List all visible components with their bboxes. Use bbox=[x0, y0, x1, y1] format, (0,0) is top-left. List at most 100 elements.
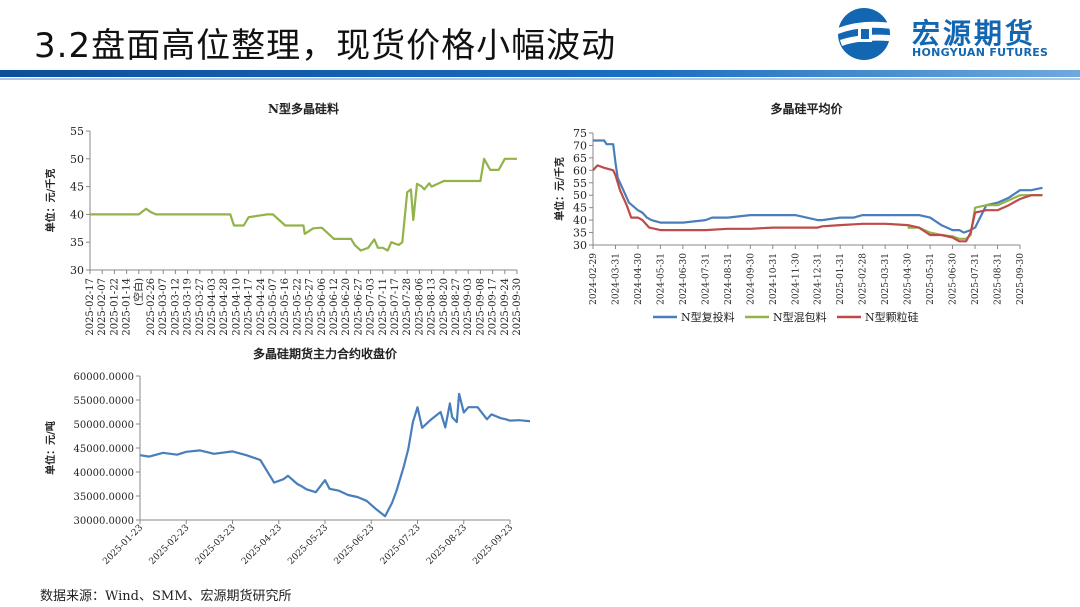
x-tick-label: 2025-03-12 bbox=[170, 278, 181, 336]
series-line-3 bbox=[592, 164, 1043, 243]
x-tick-label: 2025-08-23 bbox=[425, 523, 469, 567]
y-tick-label: 45 bbox=[70, 181, 84, 194]
x-tick-label: 2025-09-30 bbox=[1016, 253, 1026, 305]
x-tick-label: 2025-02-26 bbox=[146, 278, 157, 336]
x-tick-label: 2025-08-06 bbox=[414, 278, 425, 336]
y-tick-label: 30000.0000 bbox=[74, 516, 134, 527]
y-tick-label: 35000.0000 bbox=[74, 492, 134, 503]
y-tick-label: 35 bbox=[573, 227, 587, 240]
x-tick-label: 2025-04-28 bbox=[219, 278, 230, 336]
x-tick-label: 2025-04-23 bbox=[240, 523, 284, 567]
x-tick-label: 2025-02-23 bbox=[148, 523, 192, 567]
y-tick-label: 30 bbox=[573, 239, 587, 252]
x-tick-label: 2025-06-12 bbox=[329, 278, 340, 336]
x-tick-label: 2025-03-07 bbox=[158, 278, 169, 336]
x-tick-label: 2025-05-31 bbox=[926, 253, 936, 305]
x-tick-label: 2025-06-30 bbox=[949, 253, 959, 305]
data-source-note: 数据来源：Wind、SMM、宏源期货研究所 bbox=[40, 589, 292, 604]
y-tick-label: 40 bbox=[573, 214, 587, 227]
y-tick-label: 40000.0000 bbox=[74, 468, 134, 479]
page-title: 3.2盘面高位整理，现货价格小幅波动 bbox=[34, 26, 617, 66]
x-tick-label: 2025-09-24 bbox=[500, 278, 511, 336]
x-tick-label: 2024-08-31 bbox=[724, 253, 734, 305]
x-tick-label: 2025-08-31 bbox=[994, 253, 1004, 305]
y-tick-label: 50 bbox=[70, 153, 84, 166]
y-tick-label: 55 bbox=[70, 125, 84, 138]
x-tick-label: 2025-01-31 bbox=[836, 253, 846, 305]
x-tick-label: 2025-06-23 bbox=[333, 523, 377, 567]
x-tick-label: 2025-05-16 bbox=[280, 278, 291, 336]
x-tick-label: 2024-11-30 bbox=[791, 253, 801, 305]
x-tick-label: 2025-07-23 bbox=[379, 523, 423, 567]
x-tick-label: 2025-01-14 bbox=[122, 278, 133, 336]
x-tick-label: 2025-04-17 bbox=[244, 278, 255, 336]
y-tick-label: 30 bbox=[70, 264, 84, 277]
x-tick-label: 2025-09-17 bbox=[488, 278, 499, 336]
x-tick-label: 2024-02-29 bbox=[589, 253, 599, 305]
company-logo: 宏源期货 HONGYUAN FUTURES bbox=[828, 6, 1068, 62]
chart-title: N型多晶硅料 bbox=[268, 101, 339, 116]
x-tick-label: 2025-04-24 bbox=[256, 278, 267, 336]
legend-label: N型颗粒硅 bbox=[865, 310, 919, 324]
y-tick-label: 55 bbox=[573, 177, 587, 190]
x-tick-label: 2025-05-22 bbox=[292, 278, 303, 336]
x-tick-label: 2025-04-03 bbox=[207, 278, 218, 336]
x-tick-label: 2025-09-23 bbox=[471, 523, 515, 567]
x-tick-label: 2025-08-13 bbox=[427, 278, 438, 336]
legend-label: N型混包料 bbox=[773, 310, 827, 324]
logo-text-cn: 宏源期货 bbox=[912, 17, 1037, 50]
x-tick-label: 2025-03-27 bbox=[195, 278, 206, 336]
x-tick-label: 2025-05-07 bbox=[268, 278, 279, 336]
x-tick-label: 2025-08-20 bbox=[439, 278, 450, 336]
x-tick-label: 2025-09-08 bbox=[475, 278, 486, 336]
x-tick-label: 2025-04-10 bbox=[231, 278, 242, 336]
x-tick-label: 2025-02-17 bbox=[85, 278, 96, 336]
x-tick-label: 2025-07-28 bbox=[402, 278, 413, 336]
chart-title: 多晶硅期货主力合约收盘价 bbox=[253, 346, 398, 361]
series-line-2 bbox=[907, 194, 1043, 240]
y-axis-label: 单位：元/吨 bbox=[44, 421, 57, 475]
series-line-1 bbox=[90, 157, 517, 252]
x-tick-label: 2025-05-27 bbox=[305, 278, 316, 336]
x-tick-label: 2025-09-30 bbox=[512, 278, 523, 336]
x-tick-label: 2025-03-31 bbox=[881, 253, 891, 305]
y-axis-label: 单位：元/千克 bbox=[44, 169, 57, 233]
y-tick-label: 55000.0000 bbox=[74, 396, 134, 407]
x-tick-label: 2024-10-31 bbox=[769, 253, 779, 305]
x-tick-label: 2025-06-20 bbox=[341, 278, 352, 336]
y-tick-label: 50 bbox=[573, 189, 587, 202]
logo-text-en: HONGYUAN FUTURES bbox=[912, 46, 1049, 59]
x-tick-label: 2024-09-30 bbox=[746, 253, 756, 305]
x-tick-label: 2025-07-03 bbox=[366, 278, 377, 336]
y-tick-label: 45 bbox=[573, 202, 587, 215]
x-tick-label: 2024-06-30 bbox=[679, 253, 689, 305]
y-axis-label: 单位：元/千克 bbox=[553, 157, 566, 221]
legend-label: N型复投料 bbox=[681, 310, 735, 324]
y-tick-label: 45000.0000 bbox=[74, 444, 134, 455]
x-tick-label: 2024-07-31 bbox=[701, 253, 711, 305]
chart-legend: N型复投料 N型混包料 N型颗粒硅 bbox=[653, 310, 919, 324]
y-tick-label: 65 bbox=[573, 152, 587, 165]
y-tick-label: 75 bbox=[573, 127, 587, 140]
x-tick-label: (空白) bbox=[132, 278, 145, 306]
y-tick-label: 70 bbox=[573, 139, 587, 152]
x-tick-label: 2025-03-23 bbox=[194, 523, 238, 567]
x-tick-label: 2024-05-31 bbox=[656, 253, 666, 305]
x-tick-label: 2025-05-23 bbox=[286, 523, 330, 567]
x-tick-label: 2025-01-23 bbox=[101, 523, 145, 567]
y-tick-label: 50000.0000 bbox=[74, 420, 134, 431]
y-tick-label: 35 bbox=[70, 236, 84, 249]
x-tick-label: 2025-08-27 bbox=[451, 278, 462, 336]
x-tick-label: 2025-07-17 bbox=[390, 278, 401, 336]
x-tick-label: 2025-01-22 bbox=[109, 278, 120, 336]
x-tick-label: 2025-06-06 bbox=[317, 278, 328, 336]
header-divider bbox=[0, 70, 1080, 80]
x-tick-label: 2025-09-03 bbox=[463, 278, 474, 336]
chart-title: 多晶硅平均价 bbox=[770, 101, 843, 116]
x-tick-label: 2025-02-07 bbox=[97, 278, 108, 336]
hongyuan-logo-icon bbox=[838, 8, 900, 60]
y-tick-label: 60000.0000 bbox=[74, 372, 134, 383]
x-tick-label: 2025-06-27 bbox=[353, 278, 364, 336]
